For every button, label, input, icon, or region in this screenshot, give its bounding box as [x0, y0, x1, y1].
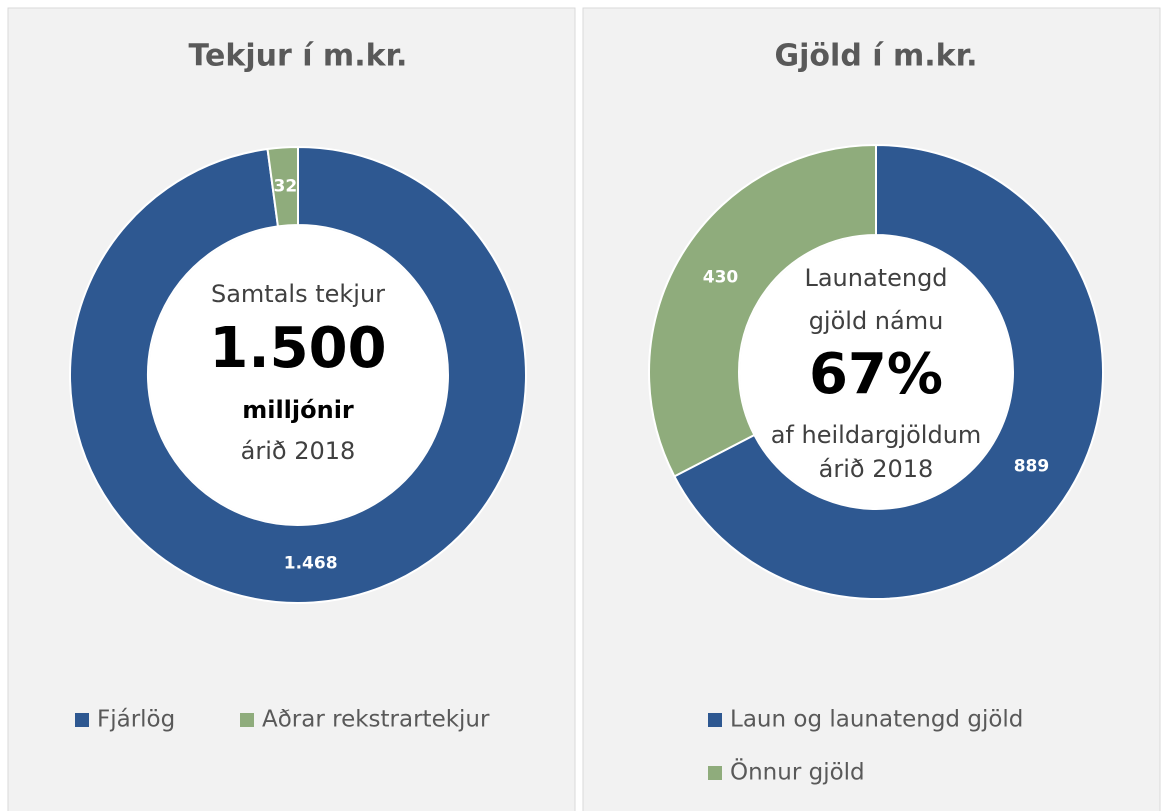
donut-slice: [673, 143, 1104, 600]
center-text: Samtals tekjur: [211, 280, 385, 308]
legend-swatch: [708, 766, 722, 780]
center-text: af heildargjöldum: [771, 421, 982, 449]
center-text: árið 2018: [241, 437, 356, 465]
chart-title: Tekjur í m.kr.: [189, 39, 408, 74]
legend-swatch: [708, 713, 722, 727]
donut-slice: [648, 143, 877, 478]
center-text: Launatengd: [804, 264, 947, 292]
data-label: 430: [703, 267, 739, 287]
legend-label: Laun og launatengd gjöld: [730, 707, 1023, 733]
legend-label: Önnur gjöld: [730, 758, 865, 786]
donut-hole: [740, 236, 1012, 508]
donut-hole: [149, 226, 447, 524]
center-text: gjöld námu: [809, 307, 944, 335]
data-label: 889: [1014, 457, 1050, 477]
chart-title: Gjöld í m.kr.: [775, 39, 978, 74]
data-label: 1.468: [284, 554, 338, 574]
center-text: milljónir: [242, 396, 354, 424]
center-text: 67%: [809, 342, 943, 407]
center-text: 1.500: [209, 316, 386, 381]
legend-swatch: [75, 713, 89, 727]
legend-label: Aðrar rekstrartekjur: [262, 707, 490, 733]
legend-label: Fjárlög: [97, 707, 175, 733]
legend-swatch: [240, 713, 254, 727]
donut-slice: [69, 145, 527, 604]
data-label: 32: [274, 176, 298, 196]
center-text: árið 2018: [819, 455, 934, 483]
donut-slice: [266, 145, 299, 228]
